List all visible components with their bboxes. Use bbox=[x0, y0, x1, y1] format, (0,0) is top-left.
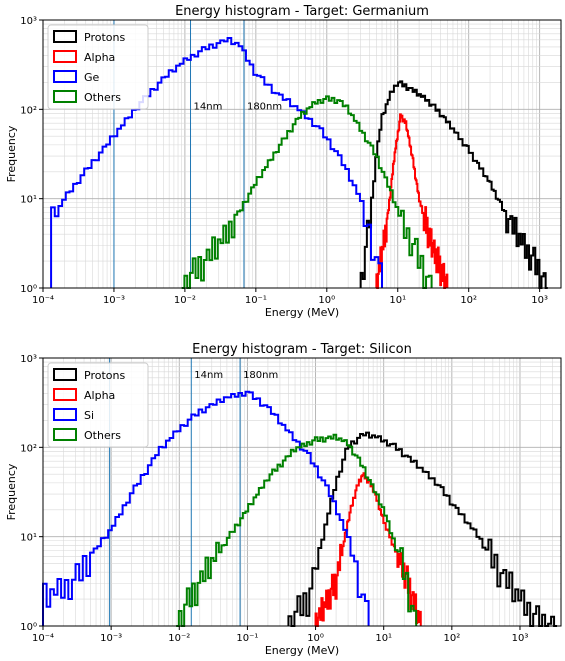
x-tick-label: 10⁻³ bbox=[100, 633, 122, 644]
series-alpha bbox=[375, 113, 449, 289]
series-si bbox=[42, 390, 370, 626]
legend-swatch bbox=[53, 408, 77, 421]
x-tick-label: 10⁻² bbox=[168, 633, 190, 644]
series-others bbox=[181, 95, 433, 289]
x-tick-label: 10⁻² bbox=[174, 295, 196, 306]
x-axis-label: Energy (MeV) bbox=[265, 306, 339, 319]
legend-swatch bbox=[53, 90, 77, 103]
x-tick-label: 10⁻³ bbox=[103, 295, 125, 306]
axes-frame bbox=[42, 357, 562, 627]
x-tick-label: 10³ bbox=[531, 295, 548, 306]
x-axis-label: Energy (MeV) bbox=[265, 644, 339, 657]
y-axis-label: Frequency bbox=[5, 463, 18, 520]
legend-swatch bbox=[53, 368, 77, 381]
x-tick-label: 10¹ bbox=[389, 295, 406, 306]
legend-box bbox=[47, 24, 149, 110]
y-tick-label: 10¹ bbox=[20, 533, 37, 544]
legend-swatch bbox=[53, 50, 77, 63]
y-tick-label: 10¹ bbox=[20, 195, 37, 206]
legend-label: Ge bbox=[84, 71, 100, 84]
chart-panel-1: 14nm 180nm 10⁻⁴ 10⁻³ 10⁻² 10⁻¹ 10⁰ 10¹ 10² 10³ 10⁰… bbox=[5, 4, 562, 319]
series-others bbox=[176, 433, 418, 627]
marker-label: 180nm bbox=[243, 370, 278, 381]
legend-label: Si bbox=[84, 409, 94, 422]
chart-title: Energy histogram - Target: Silicon bbox=[192, 342, 412, 357]
x-tick-label: 10² bbox=[443, 633, 460, 644]
legend-label: Protons bbox=[84, 369, 125, 382]
legend-swatch bbox=[53, 388, 77, 401]
legend: Protons Alpha Si Others bbox=[47, 362, 149, 448]
series-protons bbox=[359, 80, 548, 289]
axes-frame bbox=[42, 19, 562, 289]
series-ge bbox=[50, 37, 384, 288]
x-tick-label: 10² bbox=[460, 295, 477, 306]
x-tick-label: 10¹ bbox=[375, 633, 392, 644]
legend-label: Others bbox=[84, 91, 121, 104]
chart-panel-2: 14nm 180nm 10⁻⁴ 10⁻³ 10⁻² 10⁻¹ 10⁰ 10¹ 10² 10³ 10⁰… bbox=[5, 342, 562, 657]
legend-label: Protons bbox=[84, 31, 125, 44]
x-tick-label: 10⁻⁴ bbox=[32, 295, 54, 306]
x-tick-label: 10⁰ bbox=[318, 295, 335, 306]
y-tick-label: 10⁰ bbox=[20, 622, 37, 633]
x-tick-label: 10⁻¹ bbox=[245, 295, 267, 306]
marker-label: 14nm bbox=[194, 370, 223, 381]
x-tick-label: 10⁻⁴ bbox=[32, 633, 54, 644]
y-tick-label: 10² bbox=[20, 105, 37, 116]
y-tick-label: 10⁰ bbox=[20, 284, 37, 295]
marker-label: 14nm bbox=[194, 101, 223, 112]
legend-label: Alpha bbox=[84, 389, 115, 402]
x-tick-label: 10³ bbox=[512, 633, 529, 644]
y-axis-label: Frequency bbox=[5, 125, 18, 182]
chart-title: Energy histogram - Target: Germanium bbox=[175, 4, 429, 19]
y-tick-label: 10³ bbox=[20, 354, 37, 365]
marker-label: 180nm bbox=[247, 101, 282, 112]
legend: Protons Alpha Ge Others bbox=[47, 24, 149, 110]
legend-swatch bbox=[53, 70, 77, 83]
legend-box bbox=[47, 362, 149, 448]
y-tick-label: 10² bbox=[20, 443, 37, 454]
legend-label: Alpha bbox=[84, 51, 115, 64]
y-tick-label: 10³ bbox=[20, 16, 37, 27]
legend-label: Others bbox=[84, 429, 121, 442]
legend-swatch bbox=[53, 428, 77, 441]
x-tick-label: 10⁰ bbox=[307, 633, 324, 644]
x-tick-label: 10⁻¹ bbox=[236, 633, 258, 644]
legend-swatch bbox=[53, 30, 77, 43]
